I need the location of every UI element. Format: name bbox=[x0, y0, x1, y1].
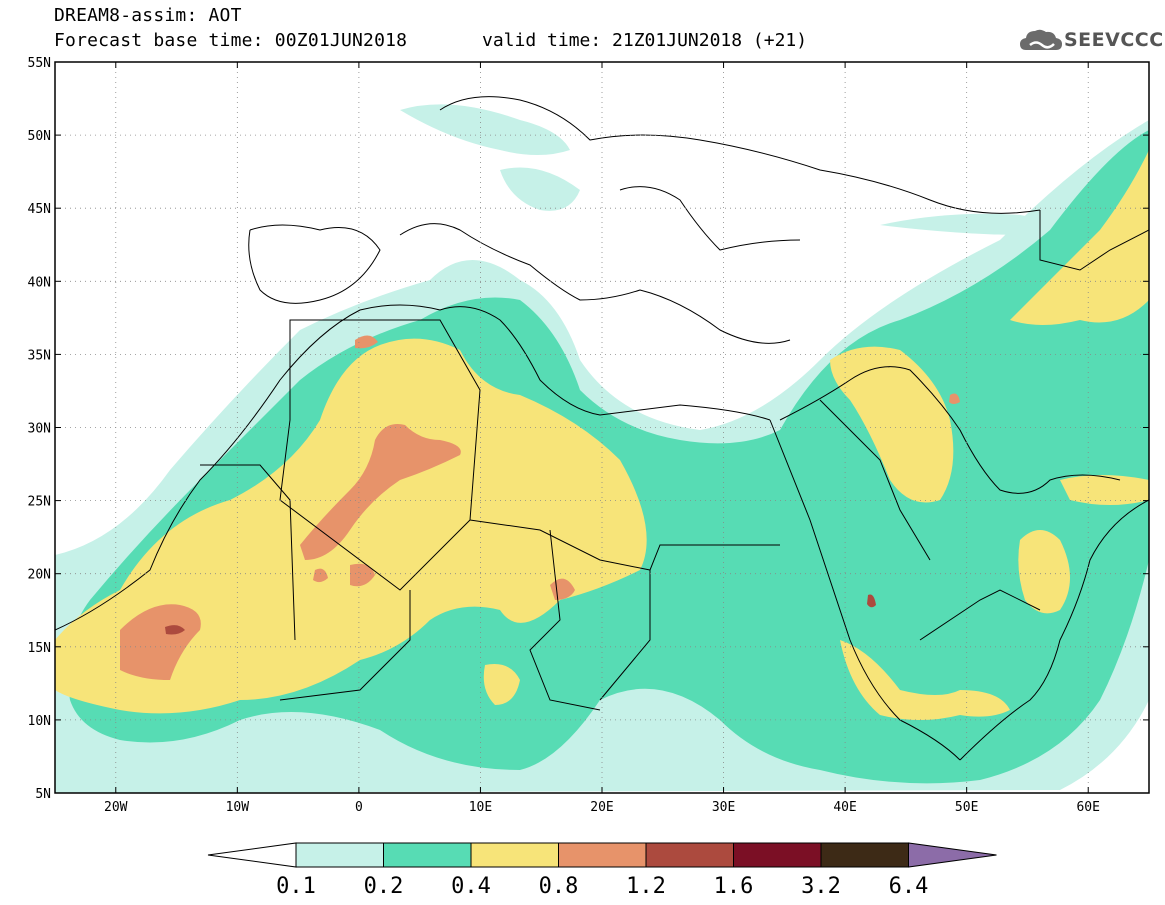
lon-tick-label: 10E bbox=[469, 800, 492, 815]
colorbar-label: 0.2 bbox=[364, 874, 404, 899]
axis-ticks: 20W 10W 0 10E 20E 30E 40E 50E 60E 55N 50N 45N 40N 35N… bbox=[28, 56, 1149, 815]
aot-field bbox=[55, 62, 1149, 793]
cloud-icon bbox=[1020, 29, 1062, 50]
colorbar-swatch bbox=[383, 842, 472, 868]
lon-tick-label: 20E bbox=[590, 800, 613, 815]
lat-tick-label: 45N bbox=[28, 202, 51, 217]
lon-tick-label: 40E bbox=[833, 800, 856, 815]
colorbar-swatch bbox=[558, 842, 647, 868]
colorbar-label: 0.4 bbox=[451, 874, 491, 899]
colorbar-under-triangle bbox=[207, 842, 297, 868]
forecast-base-time: Forecast base time: 00Z01JUN2018 bbox=[54, 30, 408, 51]
lon-tick-label: 10W bbox=[226, 800, 250, 815]
colorbar-swatch bbox=[295, 842, 384, 868]
lat-tick-label: 15N bbox=[28, 641, 51, 656]
lon-tick-label: 20W bbox=[104, 800, 128, 815]
colorbar-label: 0.8 bbox=[539, 874, 579, 899]
lat-tick-label: 20N bbox=[28, 568, 51, 583]
colorbar-label: 6.4 bbox=[889, 874, 929, 899]
lat-tick-label: 50N bbox=[28, 129, 51, 144]
lat-tick-label: 30N bbox=[28, 422, 51, 437]
colorbar-swatch bbox=[645, 842, 734, 868]
lon-tick-label: 0 bbox=[355, 800, 363, 815]
lat-tick-label: 40N bbox=[28, 275, 51, 290]
lon-tick-label: 50E bbox=[955, 800, 978, 815]
colorbar-swatch bbox=[470, 842, 559, 868]
colorbar-swatch bbox=[820, 842, 909, 868]
lat-tick-label: 55N bbox=[28, 56, 51, 71]
colorbar-label: 0.1 bbox=[276, 874, 316, 899]
lat-tick-label: 10N bbox=[28, 714, 51, 729]
colorbar: 0.1 0.2 0.4 0.8 1.2 1.6 3.2 6.4 bbox=[207, 842, 997, 899]
colorbar-swatch bbox=[733, 842, 822, 868]
graticule bbox=[55, 62, 1149, 793]
aot-band-0.8 bbox=[300, 424, 461, 560]
colorbar-label: 1.6 bbox=[714, 874, 754, 899]
valid-time: valid time: 21Z01JUN2018 (+21) bbox=[482, 30, 808, 51]
logo-text: SEEVCCC bbox=[1064, 29, 1164, 51]
coastlines bbox=[55, 96, 1149, 761]
colorbar-label: 1.2 bbox=[626, 874, 666, 899]
lat-tick-label: 35N bbox=[28, 348, 51, 363]
lon-tick-label: 30E bbox=[712, 800, 735, 815]
lat-tick-label: 5N bbox=[35, 787, 51, 802]
lon-tick-label: 60E bbox=[1076, 800, 1099, 815]
colorbar-label: 3.2 bbox=[801, 874, 841, 899]
lat-tick-label: 25N bbox=[28, 495, 51, 510]
colorbar-over-triangle bbox=[908, 842, 997, 868]
aot-band-1.2 bbox=[165, 625, 185, 635]
map-title: DREAM8-assim: AOT bbox=[54, 5, 242, 26]
